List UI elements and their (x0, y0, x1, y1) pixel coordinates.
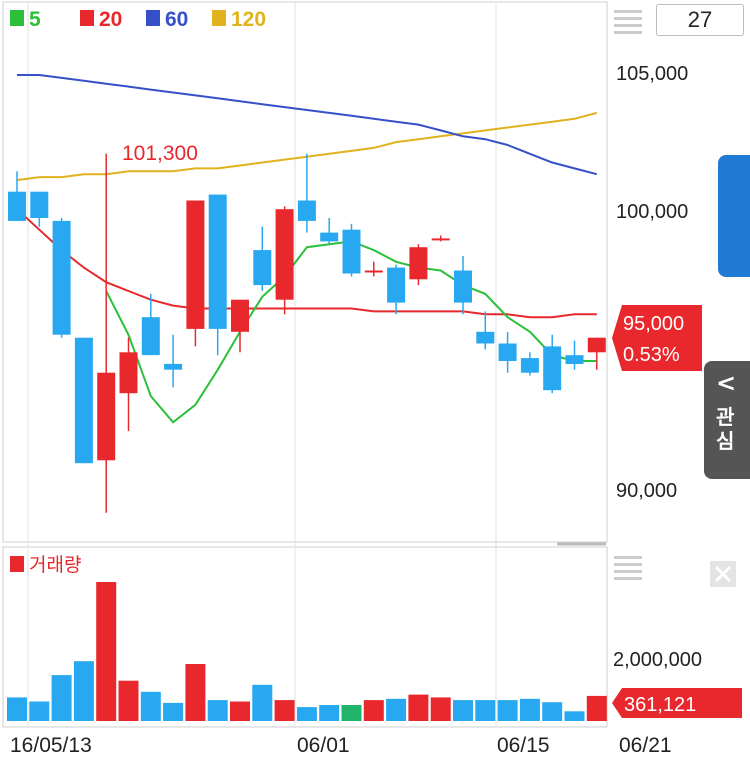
candle-body (454, 270, 472, 303)
volume-bar (140, 691, 161, 721)
volume-tick-label: 2,000,000 (613, 649, 702, 671)
price-plot (8, 74, 606, 513)
candle-body (387, 267, 406, 303)
volume-legend-label: 거래량 (29, 554, 81, 576)
watchlist-tab[interactable]: < 관심 (704, 361, 750, 479)
candle-body (565, 355, 584, 364)
candle-body (520, 358, 539, 373)
candle-body (30, 191, 49, 218)
ma60-line (17, 74, 598, 176)
candle-body (141, 317, 160, 356)
current-volume-value: 361,121 (624, 694, 696, 716)
candle-body (587, 337, 606, 353)
current-price-value: 95,000 (623, 313, 684, 335)
current-price-tag-bg (612, 305, 702, 371)
volume-bar (408, 694, 429, 721)
volume-bar (363, 700, 384, 721)
candle-body (186, 200, 205, 329)
watchlist-tab-label: 관심 (716, 405, 735, 453)
volume-legend-swatch (10, 556, 24, 572)
legend-swatch-ma60 (146, 10, 160, 26)
volume-bar (96, 582, 117, 721)
current-price-tag: 95,000 0.53% (612, 305, 702, 371)
candle-body (342, 229, 361, 274)
volume-panel-border (2, 546, 608, 728)
legend-label-ma5: 5 (29, 8, 41, 31)
volume-bar (185, 664, 206, 721)
volume-plot (7, 582, 607, 721)
candle-body (8, 191, 26, 221)
volume-bar (230, 701, 250, 721)
volume-bar (586, 695, 607, 721)
price-tick-label: 100,000 (616, 201, 688, 223)
volume-bar (386, 698, 407, 721)
side-panel-handle[interactable] (718, 155, 750, 277)
candle-body (476, 331, 495, 344)
date-label: 16/05/13 (10, 734, 92, 757)
close-volume-icon[interactable] (710, 561, 736, 587)
current-volume-tag: 361,121 (612, 688, 742, 718)
volume-bar (542, 702, 563, 721)
volume-bar (29, 701, 50, 721)
price-tick-label: 90,000 (616, 480, 677, 502)
legend-swatch-ma5 (10, 10, 24, 26)
date-axis: 16/05/13 06/01 06/15 06/21 (10, 734, 672, 757)
candle-body (253, 250, 272, 286)
volume-bar (453, 700, 473, 721)
high-price-marker: 101,300 (122, 142, 198, 165)
period-input[interactable]: 27 (656, 4, 744, 36)
candle-body (74, 337, 93, 464)
candle-body (409, 247, 428, 280)
candle-body (364, 270, 383, 273)
volume-bar (7, 697, 27, 721)
price-menu-icon[interactable] (614, 10, 642, 34)
volume-bar (118, 680, 139, 721)
volume-bar (475, 700, 496, 721)
legend-swatch-ma120 (212, 10, 226, 26)
legend-label-ma20: 20 (99, 8, 122, 31)
chevron-left-icon: < (716, 369, 737, 397)
legend-label-ma120: 120 (231, 8, 266, 31)
candle-body (498, 343, 517, 361)
ma20-line (16, 208, 597, 319)
candle-body (275, 209, 294, 300)
change-percent: 0.53% (623, 344, 680, 366)
candle-body (208, 194, 227, 329)
candle-body (543, 346, 562, 391)
price-panel-border (2, 1, 608, 543)
candle-body (52, 220, 71, 335)
candle-body (97, 372, 116, 461)
volume-bar (207, 700, 228, 721)
candle-body (320, 232, 339, 242)
date-label: 06/01 (297, 734, 350, 757)
volume-bar (519, 698, 540, 721)
volume-bar (319, 705, 340, 721)
volume-bar (51, 675, 72, 721)
volume-bar (73, 661, 94, 721)
legend-label-ma60: 60 (165, 8, 188, 31)
volume-bar (341, 705, 362, 721)
date-label: 06/21 (619, 734, 672, 757)
candle-body (297, 200, 316, 221)
legend: 5 20 60 120 (10, 8, 266, 31)
volume-bar (564, 711, 585, 721)
candle-body (164, 363, 183, 370)
candle-body (119, 352, 138, 394)
price-axis: 105,000 100,000 90,000 (616, 63, 688, 502)
current-volume-tag-bg (612, 688, 742, 718)
date-label: 06/15 (497, 734, 550, 757)
volume-bar (252, 684, 273, 721)
volume-menu-icon[interactable] (614, 556, 642, 580)
volume-bar (163, 702, 184, 721)
volume-bar (497, 700, 518, 721)
volume-bar (296, 707, 317, 721)
legend-swatch-ma20 (80, 10, 94, 26)
price-tick-label: 105,000 (616, 63, 688, 85)
volume-bar (274, 700, 295, 721)
candle-body (231, 299, 249, 332)
candle-body (431, 238, 450, 241)
volume-bar (430, 697, 451, 721)
